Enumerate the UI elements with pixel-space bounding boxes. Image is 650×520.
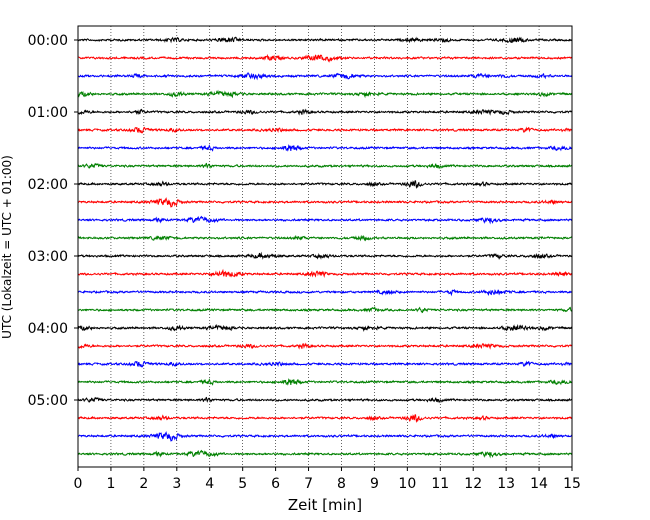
x-tick-label: 14 (530, 476, 548, 492)
seismic-trace (77, 162, 573, 170)
trace-lines (77, 36, 573, 459)
seismic-trace (77, 89, 573, 99)
x-tick-label: 6 (271, 476, 280, 492)
x-tick-label: 4 (205, 476, 214, 492)
y-tick-label: 04:00 (28, 321, 68, 337)
x-tick-label: 13 (497, 476, 515, 492)
seismic-trace (77, 414, 573, 424)
seismic-trace (77, 215, 573, 225)
x-tick-label: 11 (431, 476, 449, 492)
seismic-trace (77, 268, 573, 279)
x-tick-label: 15 (563, 476, 581, 492)
seismic-trace (77, 53, 573, 63)
x-tick-label: 0 (74, 476, 83, 492)
seismic-trace (77, 431, 573, 442)
x-tick-label: 1 (106, 476, 115, 492)
seismic-trace (77, 197, 573, 208)
seismic-trace (77, 305, 573, 314)
x-tick-label: 10 (398, 476, 416, 492)
seismic-trace (77, 234, 573, 242)
x-tick-label: 12 (464, 476, 482, 492)
seismic-trace (77, 342, 573, 350)
y-tick-label: 00:00 (28, 33, 68, 49)
seismic-trace (77, 36, 573, 44)
x-tick-label: 9 (370, 476, 379, 492)
seismic-trace (77, 108, 573, 116)
y-axis-ticks: 00:00 01:00 02:00 03:00 04:00 05:00 (28, 33, 78, 409)
y-tick-label: 03:00 (28, 249, 68, 265)
seismic-trace (77, 396, 573, 404)
x-tick-label: 3 (172, 476, 181, 492)
seismic-trace (77, 144, 573, 152)
x-tick-label: 2 (139, 476, 148, 492)
seismic-trace (77, 126, 573, 134)
y-tick-label: 01:00 (28, 105, 68, 121)
y-tick-label: 05:00 (28, 393, 68, 409)
x-axis-label: Zeit [min] (288, 496, 362, 514)
seismic-trace (77, 360, 573, 368)
seismic-trace (77, 180, 573, 190)
seismic-trace (77, 378, 573, 386)
seismic-trace (77, 288, 573, 297)
y-tick-label: 02:00 (28, 177, 68, 193)
seismic-trace (77, 71, 573, 81)
y-axis-label: UTC (Lokalzeit = UTC + 01:00) (0, 155, 14, 339)
seismic-trace (77, 251, 573, 260)
plot-frame (77, 25, 573, 468)
seismic-trace (77, 323, 573, 332)
seismic-trace (77, 449, 573, 459)
x-tick-label: 5 (238, 476, 247, 492)
x-tick-label: 8 (337, 476, 346, 492)
x-tick-label: 7 (304, 476, 313, 492)
x-axis-ticks: 0 1 2 3 4 5 6 7 8 9 10 11 12 13 14 15 (74, 467, 581, 492)
